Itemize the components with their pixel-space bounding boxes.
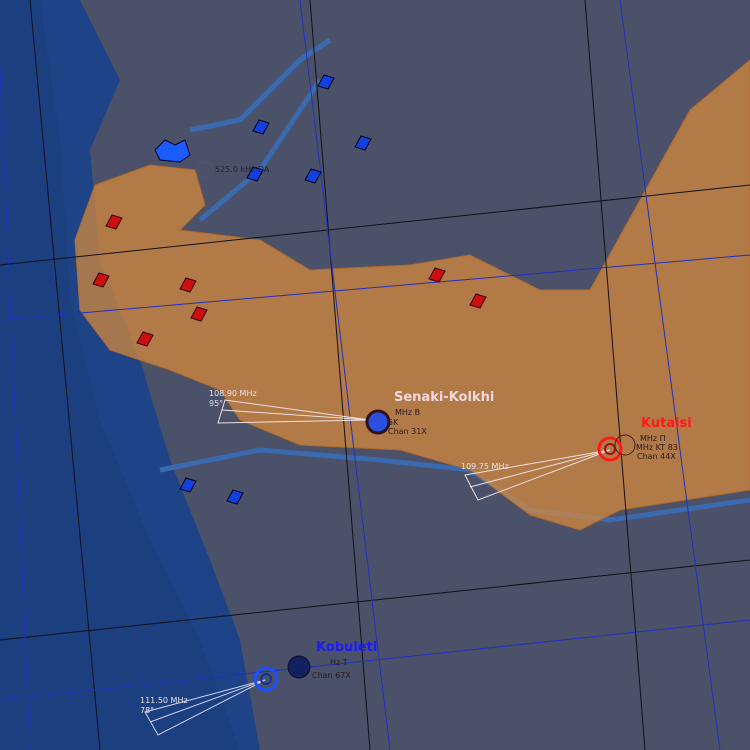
zone-polygon[interactable] — [74, 59, 750, 531]
ils-cone-kobuleti — [144, 679, 266, 736]
deep-sea — [0, 0, 240, 750]
unit-marker[interactable] — [190, 306, 208, 322]
unit-marker[interactable] — [354, 135, 372, 151]
unit-marker[interactable] — [179, 277, 197, 293]
unit-marker[interactable] — [136, 331, 154, 347]
airfield-name-senaki: Senaki-Kolkhi — [394, 390, 495, 405]
ils-course-kobuleti: 78° — [140, 706, 155, 715]
kobuleti-airfield-icon[interactable] — [253, 655, 311, 692]
ndb-label: 525.0 kHz DA — [215, 165, 270, 174]
airfield-name-kutaisi: Kutaisi — [641, 416, 692, 431]
ils-cone-senaki — [217, 399, 371, 424]
senaki-info-2: 5K — [388, 418, 399, 427]
unit-marker[interactable] — [469, 293, 487, 309]
unit-marker[interactable] — [105, 214, 123, 230]
kobuleti-info-1: Hz T — [330, 658, 348, 667]
unit-marker[interactable] — [317, 74, 335, 90]
senaki-info-1: MHz B — [395, 408, 421, 417]
blue-units — [179, 74, 372, 505]
red-units — [92, 214, 487, 347]
ils-course-senaki: 95° — [209, 399, 224, 408]
ils-freq-kobuleti: 111.50 MHz — [140, 696, 188, 705]
ils-freq-senaki: 108.90 MHz — [209, 389, 257, 398]
kutaisi-info-2: MHz KT 83 — [636, 443, 678, 452]
kutaisi-airfield-icon[interactable] — [597, 434, 636, 462]
blue-group-icon[interactable] — [154, 139, 191, 163]
senaki-airfield-icon[interactable] — [365, 409, 391, 435]
ils-cone-kutaisi — [464, 449, 611, 501]
unit-marker[interactable] — [226, 489, 244, 505]
kutaisi-tacan: Chan 44X — [637, 452, 676, 461]
unit-marker[interactable] — [179, 477, 197, 493]
senaki-tacan: Chan 31X — [388, 427, 427, 436]
kutaisi-info-1: MHz П — [640, 434, 666, 443]
unit-marker[interactable] — [92, 272, 110, 288]
unit-marker[interactable] — [246, 166, 264, 182]
kobuleti-tacan: Chan 67X — [312, 671, 351, 680]
ils-freq-kutaisi: 109.75 MHz — [461, 462, 509, 471]
unit-marker[interactable] — [252, 119, 270, 135]
unit-marker[interactable] — [428, 267, 446, 283]
ndb-icon[interactable] — [196, 161, 214, 179]
airfield-name-kobuleti: Kobuleti — [316, 640, 378, 655]
unit-marker[interactable] — [304, 168, 322, 184]
